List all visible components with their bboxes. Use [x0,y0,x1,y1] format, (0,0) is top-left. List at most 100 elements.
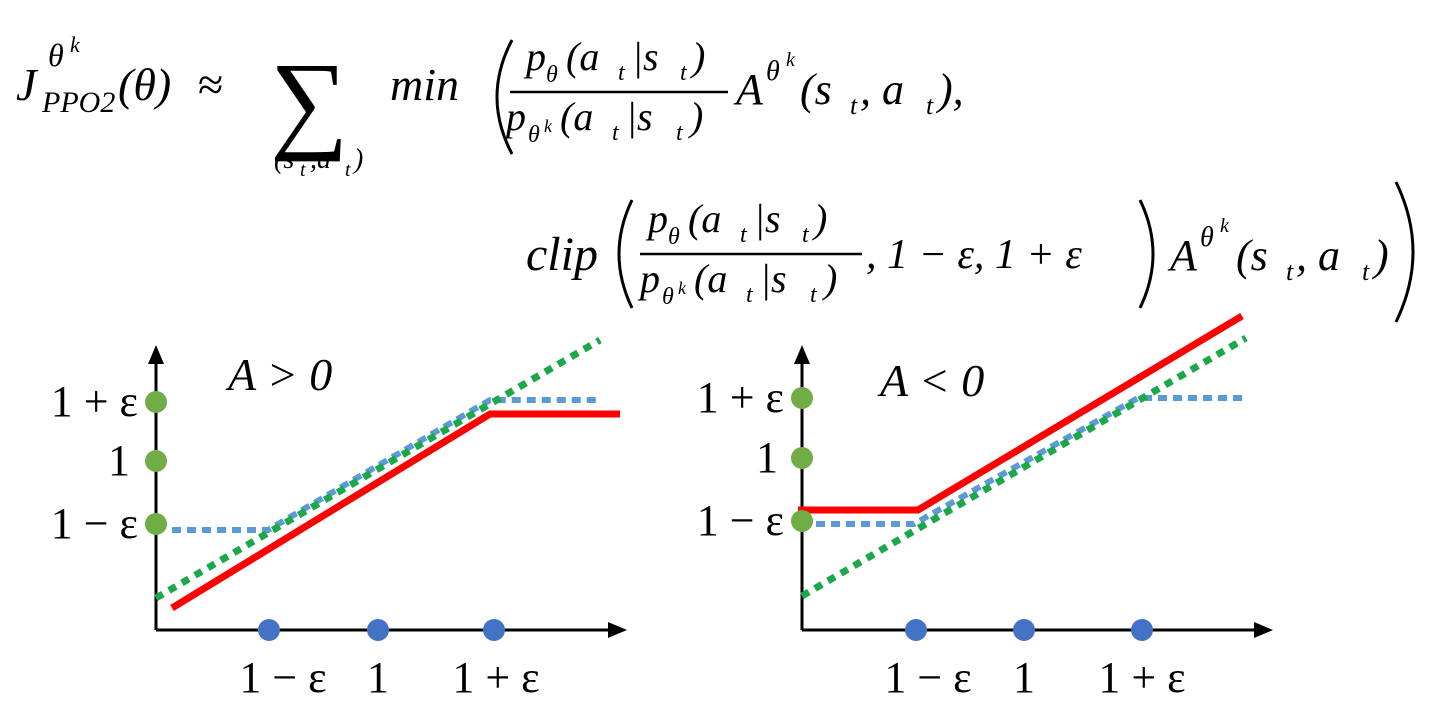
objective-line [798,312,1244,514]
formula-num-theta: θ [546,62,558,88]
formula-clip-den-p: p [637,256,660,301]
y-axis-arrowhead [794,345,810,364]
formula-clip-den-arg: (a [694,256,727,301]
formula-big-paren-right [1394,181,1415,323]
formula-clip-a: A [1167,231,1198,280]
x-tick-label-middle: 1 [367,653,389,702]
x-tick-dot-lower [905,619,927,641]
panel-title: A > 0 [225,349,332,400]
y-tick-dot-lower [791,510,813,532]
formula-clip-a-mid: , a [1296,231,1340,280]
y-tick-label-lower: 1 − ε [51,499,138,548]
formula-num-t2: t [680,60,688,86]
formula-clip-a-arg: (s [1236,231,1268,280]
formula-a-t2: t [926,91,934,120]
formula-clip-num-close: ) [812,196,827,241]
y-tick-label-upper: 1 + ε [51,377,138,426]
unclipped-ratio-line [800,334,1248,600]
y-axis-arrowhead [148,345,164,364]
formula-big-paren-left-1 [495,39,514,155]
x-tick-label-lower: 1 − ε [884,653,971,702]
panel-a-negative: A < 0 1 + ε 1 1 − ε 1 − ε 1 1 + ε [697,312,1273,702]
formula-a-arg: (s [800,65,832,114]
formula-den-p: p [503,94,526,139]
y-tick-label-middle: 1 [108,436,130,485]
formula-den-k: k [544,116,553,136]
x-tick-label-middle: 1 [1013,653,1035,702]
formula-clip-den-t2: t [810,282,818,308]
unclipped-ratio-line [154,336,602,602]
y-tick-label-upper: 1 + ε [697,373,784,422]
x-tick-label-upper: 1 + ε [452,653,539,702]
x-tick-dot-upper [483,619,505,641]
clipped-ratio-line [816,395,1246,527]
formula-clip-num-t2: t [802,222,810,248]
clipped-ratio-line [172,397,598,533]
formula-min: min [390,59,459,110]
formula-den-t2: t [676,120,684,146]
x-tick-dot-middle [367,619,389,641]
formula-num-t1: t [618,60,626,86]
formula-j-sup-k: k [70,32,81,57]
x-axis-arrowhead [1254,622,1273,638]
formula-clip-den-t1: t [746,282,754,308]
x-tick-dot-middle [1013,619,1035,641]
formula-a-theta: θ [766,56,780,87]
formula-num-bar-s: |s [632,34,659,79]
formula-num-close: ) [690,34,705,79]
formula-clip-den-theta: θ [662,284,674,310]
x-axis-arrowhead [608,622,627,638]
y-tick-dot-upper [791,387,813,409]
formula-sum-sub-a: ,a [310,144,331,175]
formula-clip-den-close: ) [822,256,837,301]
formula-den-t1: t [612,120,620,146]
y-tick-dot-lower [145,513,167,535]
x-tick-label-upper: 1 + ε [1098,653,1185,702]
formula-j: J [16,59,39,110]
formula-num-p: p [523,34,546,79]
formula-clip-paren-right [1138,199,1155,309]
formula-clip-den-k: k [678,278,687,298]
formula-clip-num-arg: (a [688,196,721,241]
formula-num-arg: (a [566,34,599,79]
formula-den-arg: (a [560,94,593,139]
formula-sum-sub-s: (s [274,144,294,175]
formula-clip-num-theta: θ [668,224,680,250]
formula-approx: ≈ [198,59,223,110]
y-tick-label-middle: 1 [756,433,778,482]
formula-a: A [733,65,764,114]
y-tick-dot-upper [145,391,167,413]
formula-a-t1: t [850,91,858,120]
formula-clip-tail: , 1 − ε, 1 + ε [866,232,1082,278]
formula-clip-a-t2: t [1362,257,1370,286]
formula-sum-sub-t: t [300,159,306,181]
formula-clip-a-t1: t [1286,257,1294,286]
formula-j-sup-theta: θ [48,37,64,73]
y-tick-dot-middle [145,450,167,472]
formula-j-sub: PPO2 [41,86,115,119]
formula: J θ k PPO2 (θ) ≈ ∑ (s t ,a t ) min p θ (… [16,32,964,181]
formula-clip-term: clip p θ (a t |s t ) p θ k (a t |s t ) ,… [526,181,1415,323]
x-tick-label-lower: 1 − ε [239,653,326,702]
formula-clip-num-p: p [645,196,668,241]
formula-den-theta: θ [528,122,540,148]
formula-clip-paren-left [617,199,634,309]
y-tick-label-lower: 1 − ε [697,496,784,545]
panel-a-positive: A > 0 1 + ε 1 1 − ε 1 − ε 1 1 + ε [51,336,627,702]
formula-a-close: ), [935,65,964,114]
formula-den-bar-s: |s [626,94,653,139]
formula-j-arg: (θ) [118,59,171,110]
formula-a-k: k [786,49,796,71]
formula-sum-sub-t2: t [345,159,351,181]
panel-title: A < 0 [877,355,984,406]
formula-clip-a-k: k [1220,215,1230,237]
formula-clip-a-theta: θ [1200,222,1214,253]
objective-line [170,410,620,611]
formula-clip-num-t1: t [740,222,748,248]
formula-a-mid: , a [860,65,904,114]
formula-clip-a-close: ) [1371,231,1389,280]
formula-sum-sub-close: ) [352,144,363,175]
x-tick-dot-upper [1131,619,1153,641]
formula-den-close: ) [688,94,703,139]
